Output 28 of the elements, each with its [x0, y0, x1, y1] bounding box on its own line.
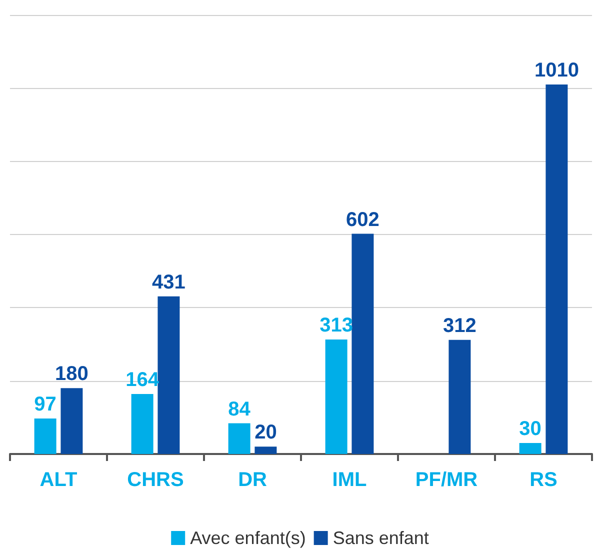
- bar: [131, 394, 154, 454]
- bar: [448, 340, 471, 454]
- bar: [34, 418, 56, 454]
- data-label: 97: [34, 394, 56, 416]
- data-label: 180: [55, 363, 88, 386]
- legend-label: Sans enfant: [332, 528, 429, 548]
- data-label: 602: [346, 208, 380, 231]
- data-label: 20: [254, 422, 277, 444]
- bar: [519, 443, 542, 454]
- bar: [60, 388, 83, 454]
- bar: [325, 339, 348, 454]
- bar: [546, 84, 568, 454]
- bar: [228, 423, 250, 454]
- bar: [352, 234, 374, 454]
- data-label: 431: [152, 271, 186, 294]
- data-label: 30: [519, 418, 542, 440]
- data-label: 1010: [534, 60, 579, 82]
- x-tick-label: ALT: [40, 469, 78, 491]
- x-tick-label: IML: [332, 469, 367, 491]
- bar: [158, 296, 180, 454]
- legend-label: Avec enfant(s): [190, 528, 306, 548]
- data-label: 312: [443, 314, 476, 337]
- x-tick-label: PF/MR: [415, 469, 478, 491]
- x-tick-label: DR: [238, 469, 268, 491]
- x-tick-label: CHRS: [127, 469, 184, 491]
- data-label: 84: [228, 398, 252, 420]
- bar: [254, 446, 277, 454]
- x-tick-label: RS: [530, 469, 558, 491]
